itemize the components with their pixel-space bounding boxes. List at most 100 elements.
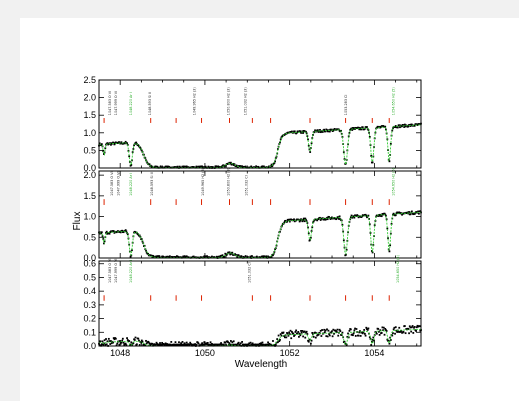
flux-point — [350, 214, 353, 217]
flux-point — [388, 250, 391, 253]
flux-point — [401, 125, 403, 128]
flux-point — [237, 341, 240, 344]
flux-point — [347, 332, 349, 335]
y-tick-label: 0.4 — [83, 286, 96, 296]
flux-point — [403, 126, 406, 128]
flux-point — [359, 330, 361, 332]
flux-point — [328, 334, 331, 337]
flux-point — [262, 165, 265, 168]
flux-point — [402, 331, 405, 333]
flux-point — [280, 334, 283, 337]
y-tick-label: 1.5 — [83, 110, 96, 120]
flux-point — [110, 342, 113, 345]
flux-point — [219, 343, 222, 346]
flux-point — [283, 335, 286, 337]
flux-point — [382, 326, 385, 329]
flux-point — [379, 329, 382, 332]
flux-point — [178, 341, 180, 344]
flux-point — [419, 210, 422, 213]
x-tick-label: 1048 — [110, 348, 130, 358]
y-tick-label: 0.1 — [83, 327, 96, 337]
flux-point — [389, 336, 392, 339]
flux-point — [384, 328, 387, 330]
flux-point — [409, 125, 412, 127]
flux-point — [388, 342, 391, 345]
flux-point — [337, 216, 340, 219]
flux-point — [168, 256, 171, 259]
flux-point — [378, 330, 380, 333]
flux-point — [394, 214, 397, 217]
flux-point — [119, 142, 122, 145]
flux-point — [185, 255, 188, 258]
flux-point — [348, 329, 351, 332]
flux-point — [320, 335, 323, 337]
flux-point — [282, 331, 285, 334]
flux-point — [190, 343, 193, 346]
flux-point — [330, 331, 333, 334]
flux-point — [104, 343, 107, 346]
flux-point — [245, 343, 248, 346]
flux-point — [345, 248, 348, 251]
flux-point — [255, 255, 258, 258]
flux-point — [380, 332, 383, 334]
line-annotation: 1047.999 O VI — [114, 91, 118, 115]
flux-point — [266, 343, 269, 346]
flux-point — [291, 330, 293, 333]
x-axis-label: Wavelength — [235, 359, 287, 370]
flux-point — [202, 343, 205, 346]
flux-point — [391, 334, 394, 337]
flux-point — [341, 223, 344, 226]
flux-point — [291, 130, 293, 133]
flux-point — [404, 125, 407, 128]
flux-point — [373, 339, 375, 342]
flux-point — [200, 343, 203, 346]
flux-point — [386, 227, 389, 230]
flux-point — [217, 165, 220, 168]
flux-point — [364, 334, 367, 337]
flux-point — [113, 143, 116, 146]
flux-point — [133, 339, 136, 341]
flux-point — [268, 342, 271, 345]
flux-point — [331, 216, 333, 219]
flux-point — [300, 131, 303, 134]
flux-point — [151, 342, 154, 345]
flux-point — [298, 335, 300, 338]
flux-point — [271, 165, 274, 168]
flux-point — [300, 330, 302, 332]
panel-3: 1047.583 O VI 1047.999 O VI 1048.220 Ar I 1… — [83, 254, 422, 351]
flux-point — [307, 340, 310, 343]
flux-point — [368, 223, 371, 226]
flux-point — [387, 237, 389, 240]
flux-point — [413, 326, 416, 328]
panel-frame — [98, 170, 422, 259]
flux-point — [287, 334, 290, 337]
flux-point — [388, 160, 391, 163]
flux-point — [411, 325, 414, 327]
flux-point — [353, 127, 356, 129]
flux-point — [274, 160, 276, 163]
flux-point — [307, 138, 309, 141]
flux-point — [305, 130, 307, 133]
flux-point — [306, 333, 309, 335]
flux-point — [311, 226, 314, 229]
flux-point — [102, 343, 105, 346]
flux-point — [331, 128, 333, 131]
flux-point — [319, 329, 322, 332]
flux-point — [384, 125, 387, 128]
flux-point — [229, 340, 232, 342]
panel-2: 1047.583 O VI 1047.999 O VI 1048.220 Ar I 1… — [83, 167, 422, 263]
flux-point — [140, 149, 143, 152]
flux-point — [241, 341, 244, 343]
flux-point — [259, 343, 262, 346]
flux-point — [137, 337, 140, 340]
flux-point — [321, 329, 323, 331]
flux-point — [221, 254, 224, 257]
flux-point — [260, 255, 263, 258]
flux-point — [124, 140, 127, 143]
flux-point — [119, 231, 122, 234]
flux-point — [185, 165, 188, 168]
flux-point — [349, 328, 352, 331]
flux-point — [195, 165, 198, 168]
flux-point — [369, 232, 372, 234]
flux-point — [387, 339, 390, 342]
